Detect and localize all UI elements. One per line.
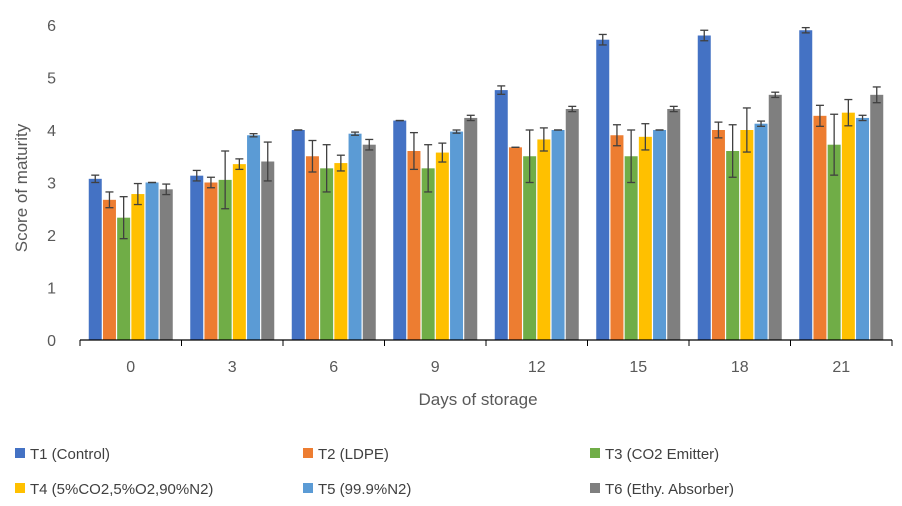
bar — [117, 217, 131, 340]
bar — [638, 136, 652, 340]
bar — [204, 182, 218, 340]
bar — [596, 39, 610, 340]
bar — [334, 163, 348, 340]
bar — [421, 168, 435, 340]
bar — [565, 109, 579, 340]
bar — [320, 168, 334, 340]
bar — [523, 156, 537, 340]
bar — [88, 178, 102, 340]
bar — [450, 131, 464, 340]
bar — [232, 164, 246, 340]
x-axis-title: Days of storage — [418, 390, 537, 409]
bar — [551, 130, 565, 340]
x-tick-label: 9 — [431, 359, 440, 376]
bar — [362, 144, 376, 340]
bar — [697, 35, 711, 340]
bar — [348, 133, 362, 340]
legend-swatch — [15, 483, 25, 493]
y-tick-label: 1 — [47, 281, 56, 298]
bar — [464, 117, 478, 340]
bar — [291, 130, 305, 340]
bar — [856, 117, 870, 340]
legend-swatch — [590, 448, 600, 458]
bar — [407, 151, 421, 340]
bar — [870, 94, 884, 340]
bar — [768, 94, 782, 340]
legend-label: T2 (LDPE) — [318, 446, 389, 463]
y-tick-label: 4 — [47, 123, 56, 140]
bar — [247, 135, 261, 340]
bar — [667, 109, 681, 340]
bar — [159, 189, 173, 340]
y-axis-title: Score of maturity — [12, 123, 31, 252]
legend-swatch — [303, 483, 313, 493]
bar — [624, 156, 638, 340]
x-axis-ticks: 0 3 6 9 12 15 18 21 — [79, 340, 893, 376]
x-tick-label: 6 — [329, 359, 338, 376]
y-axis-ticks: 0 1 2 3 4 5 6 — [47, 18, 56, 350]
legend-label: T1 (Control) — [30, 446, 110, 463]
y-tick-label: 5 — [47, 71, 56, 88]
bar — [754, 123, 768, 340]
x-tick-label: 3 — [228, 359, 237, 376]
x-tick-label: 12 — [528, 359, 546, 376]
bar — [799, 30, 813, 340]
legend-swatch — [590, 483, 600, 493]
bar — [740, 130, 754, 340]
x-tick-label: 21 — [832, 359, 850, 376]
y-tick-label: 2 — [47, 228, 56, 245]
bar — [653, 130, 667, 340]
bar — [393, 120, 407, 340]
bar — [841, 112, 855, 340]
legend-label: T3 (CO2 Emitter) — [605, 446, 719, 463]
bar — [145, 182, 159, 340]
bar — [610, 135, 624, 340]
bar — [218, 179, 232, 340]
bar — [190, 175, 204, 340]
y-tick-label: 3 — [47, 176, 56, 193]
bar — [435, 152, 449, 340]
bar — [102, 199, 116, 340]
bar — [508, 147, 522, 340]
bar — [494, 90, 508, 340]
bar — [131, 194, 145, 340]
bars — [88, 30, 884, 340]
bar — [711, 130, 725, 340]
bar — [261, 161, 275, 340]
legend-label: T6 (Ethy. Absorber) — [605, 481, 734, 498]
x-tick-label: 15 — [629, 359, 647, 376]
legend-swatch — [15, 448, 25, 458]
bar — [537, 139, 551, 340]
bar — [827, 144, 841, 340]
bar — [813, 115, 827, 340]
bar — [726, 151, 740, 340]
y-tick-label: 6 — [47, 18, 56, 35]
legend-label: T4 (5%CO2,5%O2,90%N2) — [30, 481, 213, 498]
y-tick-label: 0 — [47, 333, 56, 350]
legend-label: T5 (99.9%N2) — [318, 481, 411, 498]
x-tick-label: 18 — [731, 359, 749, 376]
x-tick-label: 0 — [126, 359, 135, 376]
error-bars — [91, 26, 881, 240]
bar — [305, 156, 319, 340]
legend: T1 (Control) T2 (LDPE) T3 (CO2 Emitter) T4 … — [15, 446, 734, 498]
legend-swatch — [303, 448, 313, 458]
